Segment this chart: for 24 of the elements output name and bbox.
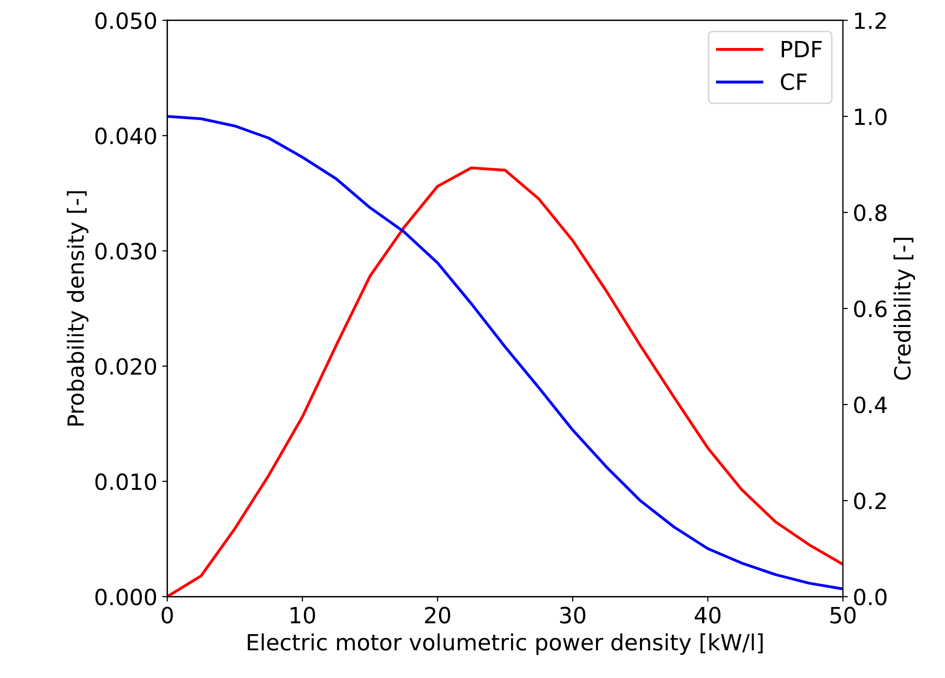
x-tick-label: 0 <box>162 606 173 624</box>
x-tick-label: 50 <box>830 606 856 624</box>
y2-axis-title: Credibility [-] <box>894 238 916 380</box>
y2-tick-label: 0.8 <box>854 204 886 222</box>
y-tick-label: 0.050 <box>95 12 156 30</box>
y-tick-label: 0.020 <box>95 358 156 375</box>
legend-label: PDF <box>782 41 822 58</box>
y2-tick-label: 1.2 <box>855 12 886 29</box>
y-tick-label: 0.040 <box>95 128 156 144</box>
y2-tick-label: 0.2 <box>854 492 886 510</box>
y2-tick-label: 0.6 <box>854 300 887 318</box>
y-axis-title: Probability density [-] <box>66 191 88 426</box>
y2-tick-label: 0.4 <box>854 396 887 414</box>
x-axis-title: Electric motor volumetric power density [kW/l] <box>248 633 763 655</box>
y-tick-label: 0.030 <box>95 242 156 260</box>
legend-label: CF <box>780 73 807 90</box>
y2-tick-label: 1.0 <box>855 108 887 126</box>
x-tick-label: 40 <box>694 606 720 624</box>
x-tick-label: 20 <box>425 606 450 624</box>
x-tick-label: 10 <box>290 606 316 624</box>
x-tick-label: 30 <box>560 606 586 624</box>
y-tick-label: 0.000 <box>95 588 156 606</box>
y-tick-label: 0.010 <box>95 473 156 490</box>
y2-tick-label: 0.0 <box>854 588 887 606</box>
